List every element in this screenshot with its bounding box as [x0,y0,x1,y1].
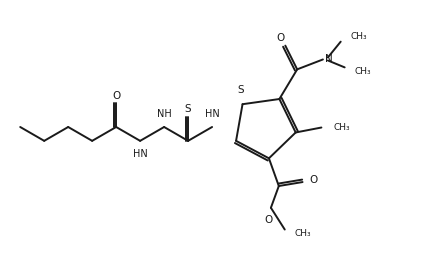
Text: S: S [185,104,191,114]
Text: O: O [309,175,318,185]
Text: N: N [325,54,333,65]
Text: HN: HN [133,149,148,159]
Text: CH₃: CH₃ [333,123,350,132]
Text: NH: NH [157,109,171,119]
Text: O: O [265,215,273,225]
Text: O: O [276,33,285,43]
Text: CH₃: CH₃ [295,229,311,238]
Text: CH₃: CH₃ [351,32,367,41]
Text: S: S [237,85,244,95]
Text: HN: HN [205,109,220,119]
Text: O: O [112,90,120,101]
Text: CH₃: CH₃ [354,67,371,76]
